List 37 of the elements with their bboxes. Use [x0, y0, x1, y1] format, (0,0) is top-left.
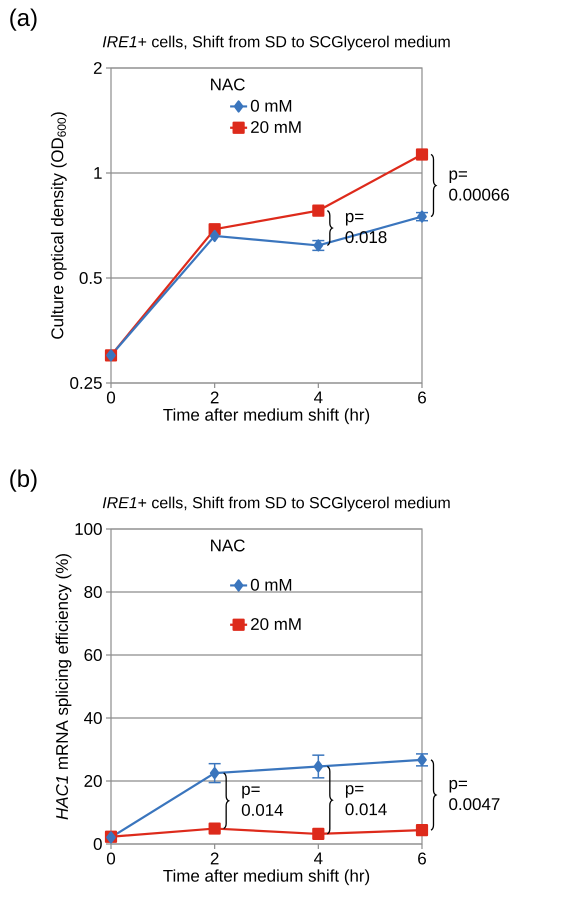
annotation: p= 0.014 [346, 785, 387, 816]
annotation: p= 0.014 [242, 786, 284, 816]
chart-title: IRE1+ cells, Shift from SD to SCGlycerol medium [102, 36, 450, 51]
y-tick-label: 0.5 [80, 272, 102, 284]
y-tick-label: 2 [94, 62, 102, 74]
x-tick-label: 2 [210, 852, 219, 864]
annotation: p= 0.018 [346, 212, 386, 244]
x-axis-title: Time after medium shift (hr) [163, 869, 370, 886]
y-tick-label: 60 [84, 648, 102, 661]
y-axis-title: HAC1 mRNA splicing efficiency (%) [56, 554, 72, 820]
y-tick-label: 0 [94, 838, 102, 850]
text: p= 0.0047 [449, 780, 500, 810]
legend-title: NAC [211, 78, 245, 90]
x-tick-label: 0 [106, 852, 116, 865]
text: (b) [10, 470, 37, 492]
legend-label: 0 mM [250, 100, 292, 112]
y-tick-label: 100 [76, 522, 102, 535]
y-axis-title: Culture optical density (OD$_{600}$) [50, 112, 67, 339]
x-tick-label: 6 [418, 391, 426, 404]
legend-title: NAC [211, 539, 245, 552]
chart-title: IRE1+ cells, Shift from SD to SCGlycerol medium [102, 496, 450, 512]
x-tick-label: 6 [418, 852, 426, 865]
x-tick-label: 2 [210, 391, 219, 404]
x-tick-label: 0 [106, 391, 116, 404]
legend-label: 20 mM [251, 618, 301, 630]
legend-label: 20 mM [251, 121, 301, 134]
legend-label: 0 mM [250, 578, 292, 591]
x-tick-label: 4 [314, 852, 323, 864]
y-tick-label: 1 [94, 167, 102, 179]
text: p= 0.00066 [449, 170, 509, 201]
x-axis-title: Time after medium shift (hr) [163, 408, 370, 424]
y-tick-label: 80 [84, 586, 102, 598]
y-tick-label: 40 [84, 712, 102, 724]
text: (a) [10, 8, 37, 31]
y-tick-label: 0.25 [70, 376, 102, 389]
y-tick-label: 20 [84, 774, 102, 787]
x-tick-label: 4 [314, 391, 323, 404]
